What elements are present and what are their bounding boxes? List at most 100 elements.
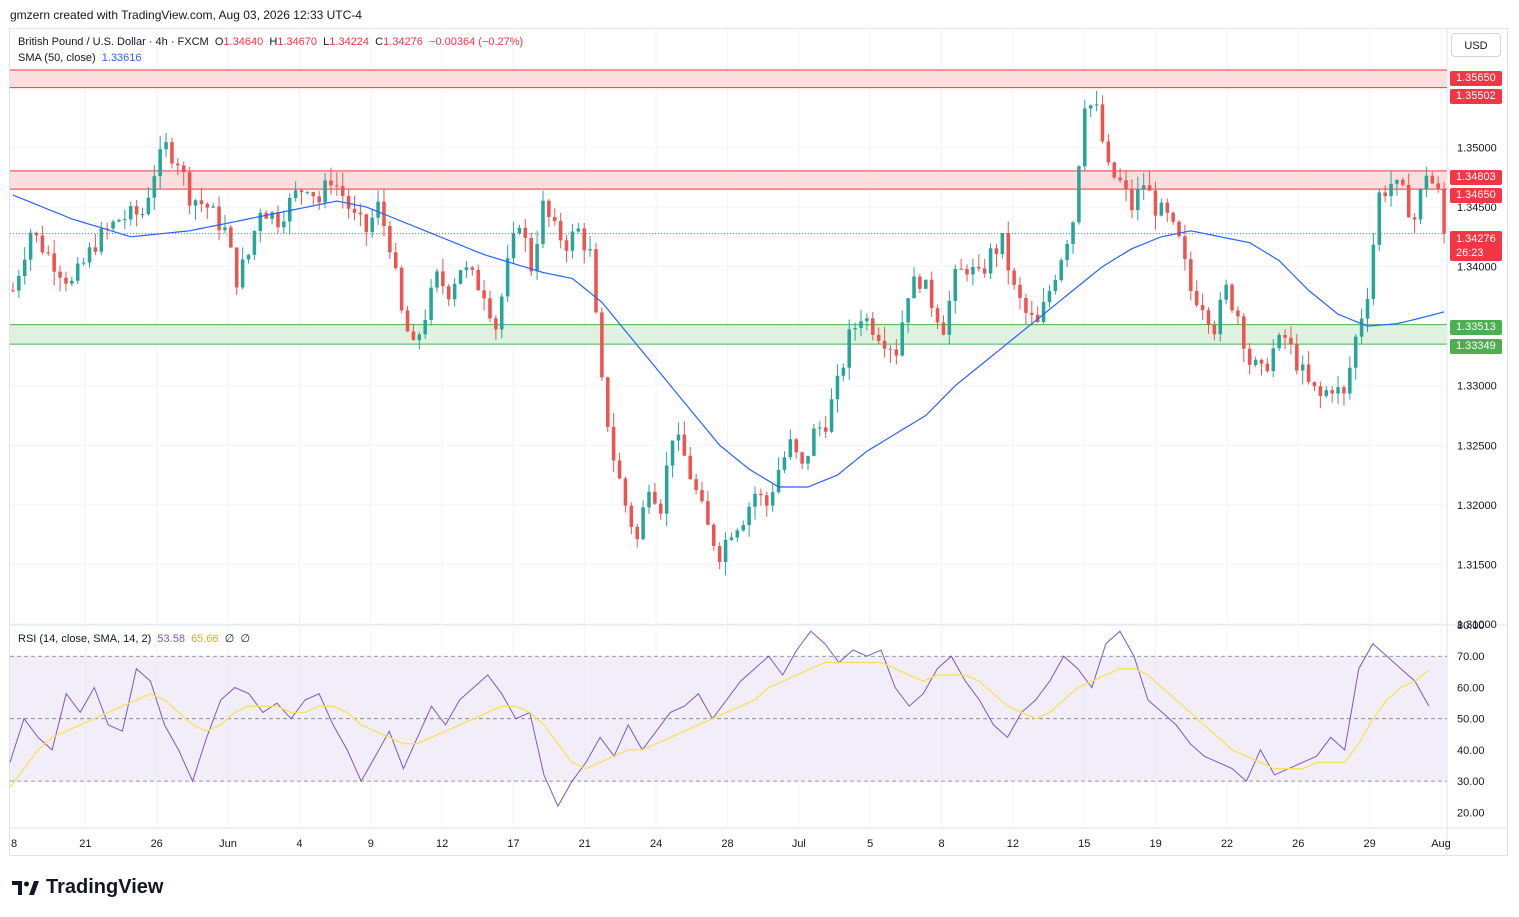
candle-body bbox=[1118, 177, 1122, 181]
sma-legend[interactable]: SMA (50, close) 1.33616 bbox=[18, 52, 142, 64]
bar-countdown: 26:23 bbox=[1456, 247, 1484, 259]
candle-body bbox=[158, 149, 162, 177]
candle-body bbox=[358, 212, 363, 215]
sma-value: 1.33616 bbox=[101, 52, 142, 64]
resistance-2-top-label: 1.34803 bbox=[1450, 170, 1502, 185]
candle-body bbox=[28, 232, 33, 260]
candle-body bbox=[1006, 233, 1011, 271]
candle-body bbox=[123, 219, 127, 221]
candle-body bbox=[464, 267, 469, 271]
candle-body bbox=[423, 319, 427, 335]
candle-body bbox=[305, 192, 310, 194]
candle-body bbox=[270, 212, 274, 219]
candle-body bbox=[1230, 284, 1234, 311]
candle-body bbox=[146, 197, 151, 214]
candle-body bbox=[1194, 290, 1199, 306]
candle-body bbox=[499, 296, 504, 330]
time-axis-label: Jun bbox=[219, 838, 237, 850]
candle-body bbox=[871, 318, 875, 335]
candle-body bbox=[1271, 348, 1276, 372]
candle-body bbox=[1147, 185, 1152, 191]
candle-body bbox=[293, 190, 298, 198]
candle-body bbox=[199, 200, 204, 204]
candle-body bbox=[977, 266, 981, 269]
tradingview-brand[interactable]: TradingView bbox=[12, 876, 163, 899]
candle-body bbox=[929, 279, 934, 309]
time-axis-label: 24 bbox=[650, 838, 662, 850]
candle-body bbox=[1401, 179, 1405, 185]
candle-body bbox=[1377, 192, 1382, 245]
candle-body bbox=[393, 252, 398, 268]
candle-body bbox=[735, 530, 740, 538]
time-axis-label: 12 bbox=[1007, 838, 1019, 850]
candle-body bbox=[399, 267, 404, 311]
resistance-1-bottom-label: 1.35502 bbox=[1450, 89, 1502, 104]
rsi-extra-1: ∅ bbox=[224, 633, 235, 645]
candle-body bbox=[1130, 188, 1134, 211]
candle-body bbox=[1071, 222, 1075, 244]
candle-body bbox=[1106, 141, 1111, 163]
candle-body bbox=[1236, 310, 1240, 317]
candle-body bbox=[1348, 367, 1352, 394]
candle-body bbox=[1088, 105, 1093, 109]
candle-body bbox=[694, 479, 698, 491]
time-axis-label: 17 bbox=[507, 838, 519, 850]
candle-body bbox=[1424, 175, 1429, 190]
candle-body bbox=[1077, 166, 1081, 223]
candle-body bbox=[11, 290, 15, 292]
candle-body bbox=[1053, 280, 1058, 292]
time-axis-label: 21 bbox=[79, 838, 91, 850]
candle-body bbox=[606, 377, 610, 427]
candle-body bbox=[140, 213, 145, 215]
candle-body bbox=[388, 226, 392, 253]
candle-body bbox=[982, 268, 987, 274]
candle-body bbox=[770, 492, 775, 506]
candle-body bbox=[1094, 104, 1099, 106]
time-axis-label: 9 bbox=[368, 838, 374, 850]
candle-body bbox=[441, 271, 445, 287]
currency-button[interactable]: USD bbox=[1451, 33, 1501, 57]
candle-body bbox=[935, 308, 940, 323]
symbol-name: British Pound / U.S. Dollar · 4h · FXCM bbox=[18, 36, 209, 48]
brand-name: TradingView bbox=[46, 876, 164, 898]
candle-body bbox=[1047, 291, 1052, 303]
candle-body bbox=[818, 427, 822, 429]
support-bottom-label: 1.33349 bbox=[1450, 339, 1502, 354]
candle-body bbox=[1242, 316, 1246, 349]
candle-body bbox=[1371, 244, 1376, 299]
candle-body bbox=[1218, 299, 1223, 335]
candle-body bbox=[317, 196, 321, 203]
candle-body bbox=[1430, 175, 1435, 184]
low-label: L bbox=[323, 36, 330, 48]
time-axis-label: 15 bbox=[1078, 838, 1090, 850]
candle-body bbox=[812, 428, 816, 456]
candle-body bbox=[712, 524, 716, 547]
candle-body bbox=[1083, 108, 1087, 167]
candle-body bbox=[64, 277, 68, 284]
candle-body bbox=[1295, 344, 1299, 371]
candle-body bbox=[1353, 336, 1358, 368]
symbol-legend[interactable]: British Pound / U.S. Dollar · 4h · FXCM … bbox=[18, 36, 523, 48]
rsi-legend[interactable]: RSI (14, close, SMA, 14, 2) 53.58 65.66 … bbox=[18, 632, 250, 645]
time-axis-label: 22 bbox=[1221, 838, 1233, 850]
resistance-zone bbox=[10, 69, 1447, 88]
candle-body bbox=[81, 262, 86, 264]
candle-body bbox=[1359, 318, 1364, 337]
tradingview-logo-icon bbox=[12, 880, 39, 895]
candle-body bbox=[417, 334, 422, 341]
candle-body bbox=[370, 217, 374, 233]
time-axis-label: 26 bbox=[151, 838, 163, 850]
candle-body bbox=[276, 212, 280, 228]
time-axis-label: 29 bbox=[1364, 838, 1376, 850]
candle-body bbox=[1418, 189, 1423, 220]
candle-body bbox=[894, 349, 899, 356]
candle-body bbox=[924, 279, 928, 289]
candle-body bbox=[682, 434, 687, 456]
price-axis-label: 1.34500 bbox=[1457, 202, 1497, 214]
candle-body bbox=[311, 192, 316, 197]
time-axis-label: 19 bbox=[1149, 838, 1161, 850]
candle-body bbox=[835, 375, 840, 400]
candle-body bbox=[1436, 183, 1440, 190]
time-axis-label: 4 bbox=[296, 838, 302, 850]
